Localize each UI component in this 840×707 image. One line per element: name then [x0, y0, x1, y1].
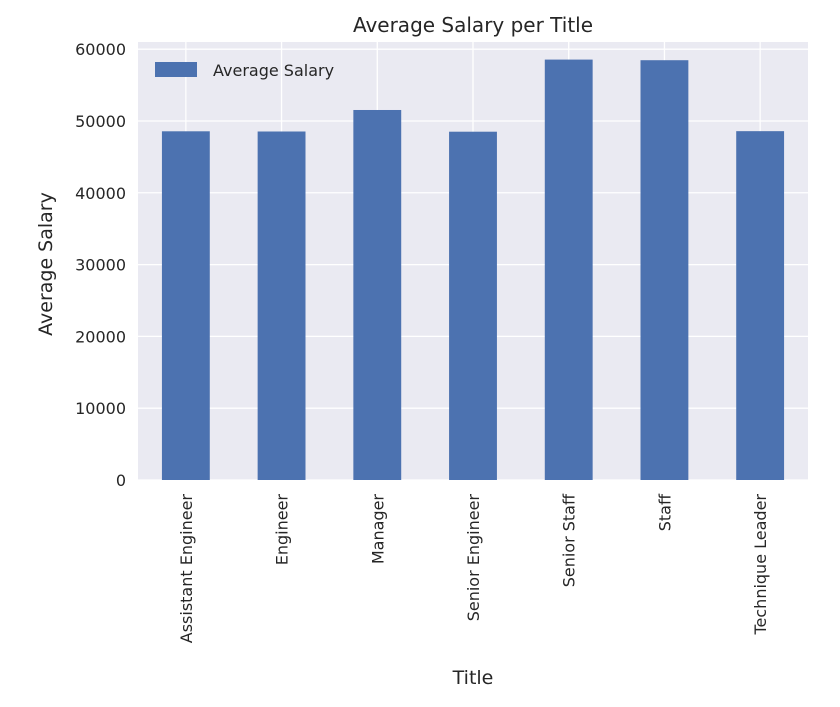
y-tick-label: 40000 [75, 184, 126, 203]
bar [257, 131, 306, 480]
bar [449, 131, 497, 480]
x-axis-label: Title [452, 667, 494, 689]
x-tick-label: Manager [368, 494, 387, 565]
y-tick-label: 50000 [75, 112, 126, 131]
x-tick-label: Assistant Engineer [177, 494, 196, 644]
x-tick-label: Technique Leader [751, 494, 770, 636]
bar [544, 59, 593, 481]
bar [353, 109, 402, 480]
y-tick-label: 10000 [75, 399, 126, 418]
bars [161, 59, 785, 481]
y-tick-label: 20000 [75, 327, 126, 346]
legend-swatch [155, 62, 197, 77]
bar [161, 131, 210, 480]
y-tick-label: 30000 [75, 256, 126, 275]
legend-label: Average Salary [213, 61, 334, 80]
bar [640, 60, 689, 481]
x-tick-label: Engineer [273, 494, 292, 566]
x-tick-label: Senior Engineer [464, 494, 483, 622]
y-axis-ticks: 0 10000 20000 30000 40000 50000 60000 [75, 40, 126, 490]
y-axis-label: Average Salary [35, 192, 57, 336]
legend: Average Salary [155, 61, 334, 80]
y-tick-label: 0 [116, 471, 126, 490]
x-axis-ticks: Assistant Engineer Engineer Manager Senior … [177, 493, 770, 643]
y-tick-label: 60000 [75, 40, 126, 59]
x-tick-label: Senior Staff [560, 493, 579, 587]
chart-title: Average Salary per Title [353, 13, 593, 37]
x-tick-label: Staff [655, 493, 674, 531]
bar [736, 131, 785, 480]
